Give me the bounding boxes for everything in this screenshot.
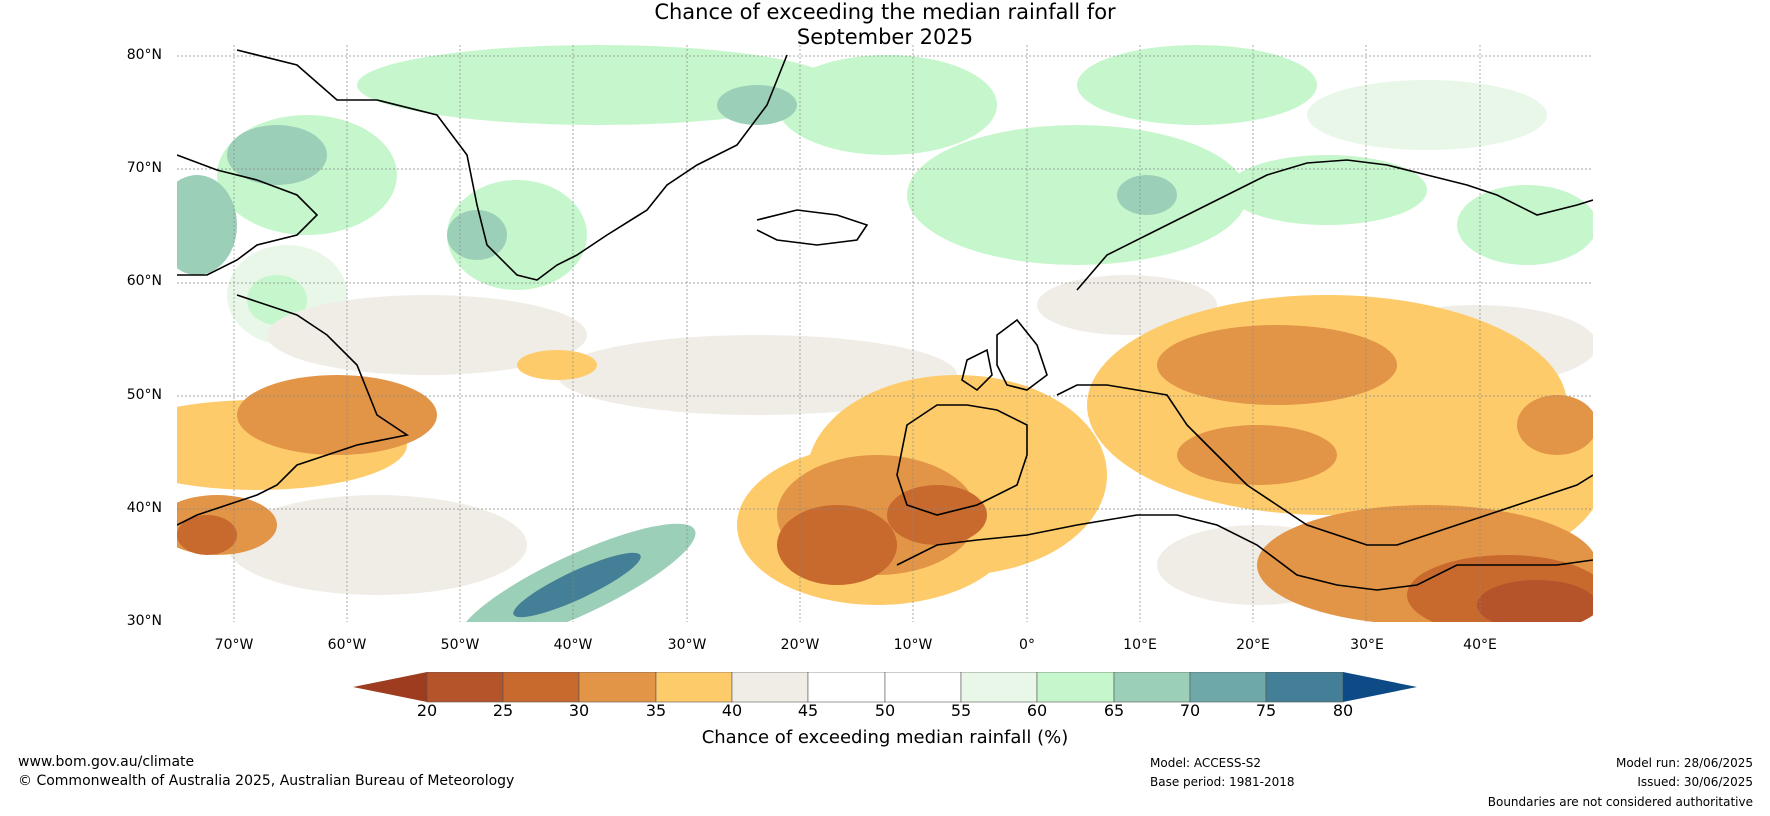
colorbar-bin-75-80: [1265, 672, 1344, 703]
colorbar-tick-80: 80: [1332, 701, 1354, 720]
lon-label-40e: 40°E: [1463, 637, 1497, 653]
colorbar-bin-45-50: [807, 672, 886, 703]
lon-label-10w: 10°W: [893, 637, 933, 653]
colorbar-title: Chance of exceeding median rainfall (%): [701, 727, 1069, 748]
colorbar-tick-50: 50: [874, 701, 896, 720]
lat-label-70: 70°N: [126, 160, 162, 176]
graticule: [177, 45, 1593, 622]
colorbar-tick-45: 45: [797, 701, 819, 720]
coastlines: [177, 49, 1593, 591]
lon-label-30w: 30°W: [667, 637, 707, 653]
title-line-1: Chance of exceeding the median rainfall …: [654, 0, 1116, 24]
lon-label-30e: 30°E: [1350, 637, 1384, 653]
footer-copyright: © Commonwealth of Australia 2025, Austra…: [18, 773, 515, 789]
map-canvas: [177, 45, 1593, 622]
colorbar-bin-35-40: [655, 672, 733, 703]
colorbar-tick-75: 75: [1255, 701, 1277, 720]
footer-model: Model: ACCESS-S2: [1150, 756, 1262, 770]
footer-base-period: Base period: 1981-2018: [1150, 775, 1295, 789]
footer-issued: Issued: 30/06/2025: [1637, 775, 1753, 789]
colorbar-tick-30: 30: [568, 701, 590, 720]
lat-label-50: 50°N: [126, 387, 162, 403]
footer-model-run: Model run: 28/06/2025: [1615, 756, 1753, 770]
colorbar-tick-35: 35: [645, 701, 667, 720]
lon-label-20w: 20°W: [780, 637, 820, 653]
colorbar-bin-70-75: [1189, 672, 1267, 703]
lon-label-50w: 50°W: [440, 637, 480, 653]
footer-url: www.bom.gov.au/climate: [18, 754, 195, 770]
colorbar-bin-60-65: [1036, 672, 1115, 703]
lat-label-30: 30°N: [126, 613, 162, 629]
colorbar-tick-65: 65: [1103, 701, 1125, 720]
colorbar-tick-70: 70: [1179, 701, 1201, 720]
colorbar-bin-55-60: [960, 672, 1038, 703]
colorbar-bin-50-55: [884, 672, 962, 703]
colorbar-tick-60: 60: [1026, 701, 1048, 720]
colorbar-tick-40: 40: [721, 701, 743, 720]
colorbar-tick-25: 25: [492, 701, 514, 720]
lon-label-40w: 40°W: [553, 637, 593, 653]
colorbar-over-arrow: [1343, 672, 1417, 702]
wet-anomaly-areas: [177, 45, 1593, 622]
lon-label-10e: 10°E: [1123, 637, 1157, 653]
colorbar-bin-65-70: [1113, 672, 1191, 703]
lon-label-70w: 70°W: [214, 637, 254, 653]
colorbar-tick-20: 20: [416, 701, 438, 720]
dry-anomaly-areas: [177, 295, 1593, 622]
colorbar: [353, 672, 1417, 703]
colorbar-bin-20-25: [426, 672, 504, 703]
lat-label-40: 40°N: [126, 500, 162, 516]
colorbar-bin-25-30: [502, 672, 580, 703]
colorbar-under-arrow: [353, 672, 427, 702]
colorbar-bin-30-35: [578, 672, 657, 703]
lon-label-60w: 60°W: [327, 637, 367, 653]
rainfall-map: [177, 45, 1593, 622]
lat-label-60: 60°N: [126, 273, 162, 289]
colorbar-bin-40-45: [731, 672, 809, 703]
colorbar-tick-55: 55: [950, 701, 972, 720]
lat-label-80: 80°N: [126, 47, 162, 63]
map-title: Chance of exceeding the median rainfall …: [0, 0, 1770, 50]
lon-label-0: 0°: [1019, 637, 1035, 653]
footer-disclaimer: Boundaries are not considered authoritat…: [1487, 795, 1753, 809]
lon-label-20e: 20°E: [1236, 637, 1270, 653]
